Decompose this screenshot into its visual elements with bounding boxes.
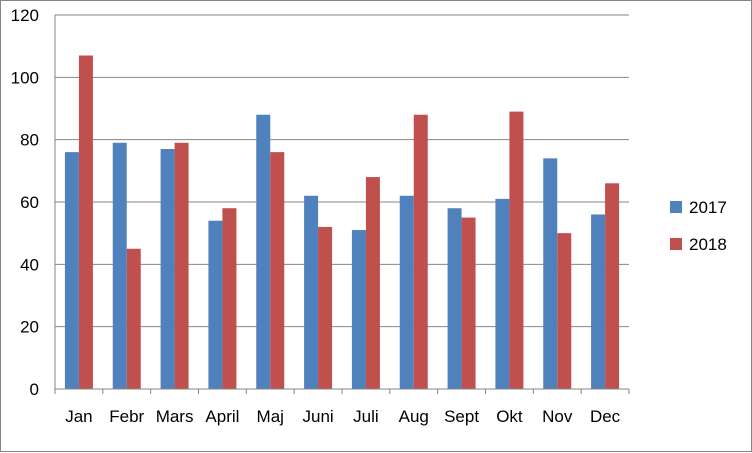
x-tick-label: April — [205, 407, 239, 426]
x-tick-label: Aug — [399, 407, 429, 426]
bars — [64, 55, 620, 390]
y-tick-label: 20 — [20, 318, 39, 337]
y-tick-label: 120 — [11, 6, 39, 25]
x-tick-label: Sept — [444, 407, 479, 426]
axes — [54, 15, 630, 394]
bar-2017-Juni — [304, 195, 319, 389]
legend-label-2018: 2018 — [689, 235, 727, 254]
bar-2017-Maj — [256, 114, 271, 389]
bar-2017-April — [208, 220, 223, 389]
legend-swatch-2017 — [670, 201, 682, 213]
y-tick-label: 60 — [20, 193, 39, 212]
x-tick-label: Dec — [590, 407, 621, 426]
bar-2018-Aug — [413, 114, 428, 389]
bar-2018-Nov — [557, 233, 572, 389]
y-tick-label: 0 — [30, 380, 39, 399]
y-tick-label: 100 — [11, 68, 39, 87]
gridlines — [55, 14, 629, 328]
x-tick-label: Nov — [542, 407, 573, 426]
bar-2017-Febr — [112, 142, 127, 389]
bar-2018-Dec — [605, 183, 620, 389]
bar-2018-Febr — [126, 248, 141, 389]
bar-2018-Maj — [270, 152, 285, 389]
x-tick-label: Okt — [496, 407, 523, 426]
bar-2017-Okt — [495, 198, 510, 389]
x-tick-label: Juli — [353, 407, 379, 426]
bar-2017-Nov — [543, 158, 558, 389]
x-axis-tick-labels: Jan Febr Mars April Maj Juni Juli Aug Sept Okt Nov… — [65, 407, 620, 426]
bar-2017-Dec — [591, 214, 606, 389]
bar-2017-Mars — [160, 149, 175, 389]
x-tick-label: Juni — [302, 407, 333, 426]
bar-2017-Sept — [447, 208, 462, 389]
bar-2018-Juli — [365, 177, 380, 389]
x-tick-label: Febr — [109, 407, 144, 426]
y-tick-label: 40 — [20, 255, 39, 274]
bar-2018-Jan — [78, 55, 93, 390]
legend-label-2017: 2017 — [689, 198, 727, 217]
x-tick-label: Maj — [257, 407, 284, 426]
legend: 2017 2018 — [670, 198, 727, 254]
bar-2018-Okt — [509, 111, 524, 389]
bar-2017-Aug — [399, 195, 414, 389]
x-tick-label: Jan — [65, 407, 92, 426]
bar-2017-Juli — [351, 230, 366, 389]
y-axis-tick-labels: 0 20 40 60 80 100 120 — [11, 6, 39, 399]
bar-2018-Mars — [174, 142, 189, 389]
bar-2017-Jan — [64, 152, 79, 389]
bar-2018-Juni — [318, 226, 333, 389]
bar-2018-Sept — [461, 217, 476, 389]
legend-swatch-2018 — [670, 238, 682, 250]
y-tick-label: 80 — [20, 131, 39, 150]
x-tick-label: Mars — [156, 407, 194, 426]
bar-2018-April — [222, 208, 237, 389]
